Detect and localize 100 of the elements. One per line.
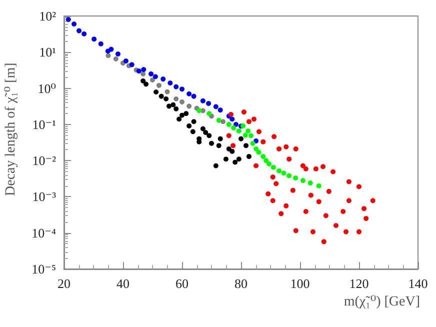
point — [82, 31, 87, 36]
point — [206, 133, 212, 138]
y-tick-label: 10⁻⁴ — [32, 225, 56, 240]
point — [293, 228, 298, 234]
point — [333, 222, 338, 228]
point — [230, 116, 235, 122]
point — [242, 132, 248, 138]
point — [72, 22, 77, 27]
point — [303, 208, 308, 214]
point — [106, 53, 111, 58]
point — [209, 140, 214, 146]
point — [330, 169, 336, 174]
point — [203, 130, 208, 135]
point — [164, 96, 169, 102]
point — [260, 154, 266, 159]
point — [186, 123, 192, 128]
point — [340, 208, 346, 214]
point — [113, 56, 118, 62]
point — [276, 146, 282, 152]
point — [154, 89, 159, 94]
point — [286, 156, 292, 162]
point — [190, 129, 196, 134]
point — [313, 166, 318, 172]
point — [176, 116, 182, 122]
point — [303, 166, 308, 172]
point — [186, 91, 192, 96]
point — [264, 158, 269, 164]
point — [180, 99, 184, 104]
point — [174, 106, 179, 112]
point — [254, 163, 259, 168]
point — [141, 67, 146, 72]
y-tick-label: 10⁻² — [32, 153, 56, 168]
x-tick-label: 20 — [58, 276, 70, 291]
point — [254, 146, 259, 152]
point — [260, 139, 266, 144]
point — [346, 198, 352, 204]
point — [226, 133, 232, 138]
point — [218, 108, 223, 113]
point — [321, 239, 326, 244]
point — [191, 94, 196, 99]
point — [136, 68, 142, 74]
point — [160, 76, 166, 82]
point — [180, 86, 184, 92]
x-tick-label: 80 — [234, 276, 248, 291]
point — [240, 123, 246, 128]
point — [300, 163, 306, 168]
point — [323, 213, 328, 218]
point — [356, 229, 362, 234]
point — [284, 203, 289, 208]
point — [286, 173, 292, 178]
y-axis-title: Decay length of χ̃₁⁰ [m] — [4, 62, 18, 196]
point — [266, 161, 272, 166]
point — [144, 82, 149, 87]
point — [115, 51, 120, 56]
point — [254, 138, 259, 144]
point — [293, 175, 298, 180]
point — [223, 156, 228, 162]
point — [241, 110, 246, 115]
x-tick-label: 120 — [349, 276, 369, 291]
point — [246, 154, 252, 159]
point — [156, 82, 162, 88]
point — [316, 199, 322, 204]
point — [200, 126, 206, 132]
point — [281, 170, 286, 176]
point — [251, 116, 256, 122]
point — [300, 178, 306, 184]
x-tick-label: 40 — [116, 276, 130, 291]
point — [186, 104, 192, 109]
point — [200, 98, 206, 104]
point — [220, 119, 226, 124]
point — [152, 74, 158, 80]
point — [246, 119, 252, 124]
point — [92, 36, 97, 42]
point — [170, 102, 176, 108]
point — [150, 77, 155, 82]
point — [238, 136, 244, 142]
point — [310, 229, 316, 234]
point — [129, 62, 134, 68]
point — [140, 78, 146, 84]
point — [140, 71, 146, 76]
point — [244, 143, 249, 148]
point — [274, 181, 279, 186]
point — [218, 136, 223, 142]
point — [123, 58, 128, 64]
y-tick-label: 10¹ — [39, 44, 56, 60]
point — [184, 111, 189, 116]
point — [98, 41, 104, 46]
x-tick-label: 100 — [290, 276, 310, 291]
point — [308, 180, 313, 186]
point — [180, 112, 184, 118]
point — [293, 146, 298, 152]
point — [196, 108, 202, 114]
point — [231, 125, 236, 130]
y-tick-label: 10⁻¹ — [32, 116, 56, 132]
point — [148, 71, 154, 76]
y-tick-label: 10² — [39, 8, 56, 24]
point — [256, 129, 262, 134]
point — [270, 164, 276, 170]
point — [256, 150, 262, 155]
point — [266, 191, 271, 196]
